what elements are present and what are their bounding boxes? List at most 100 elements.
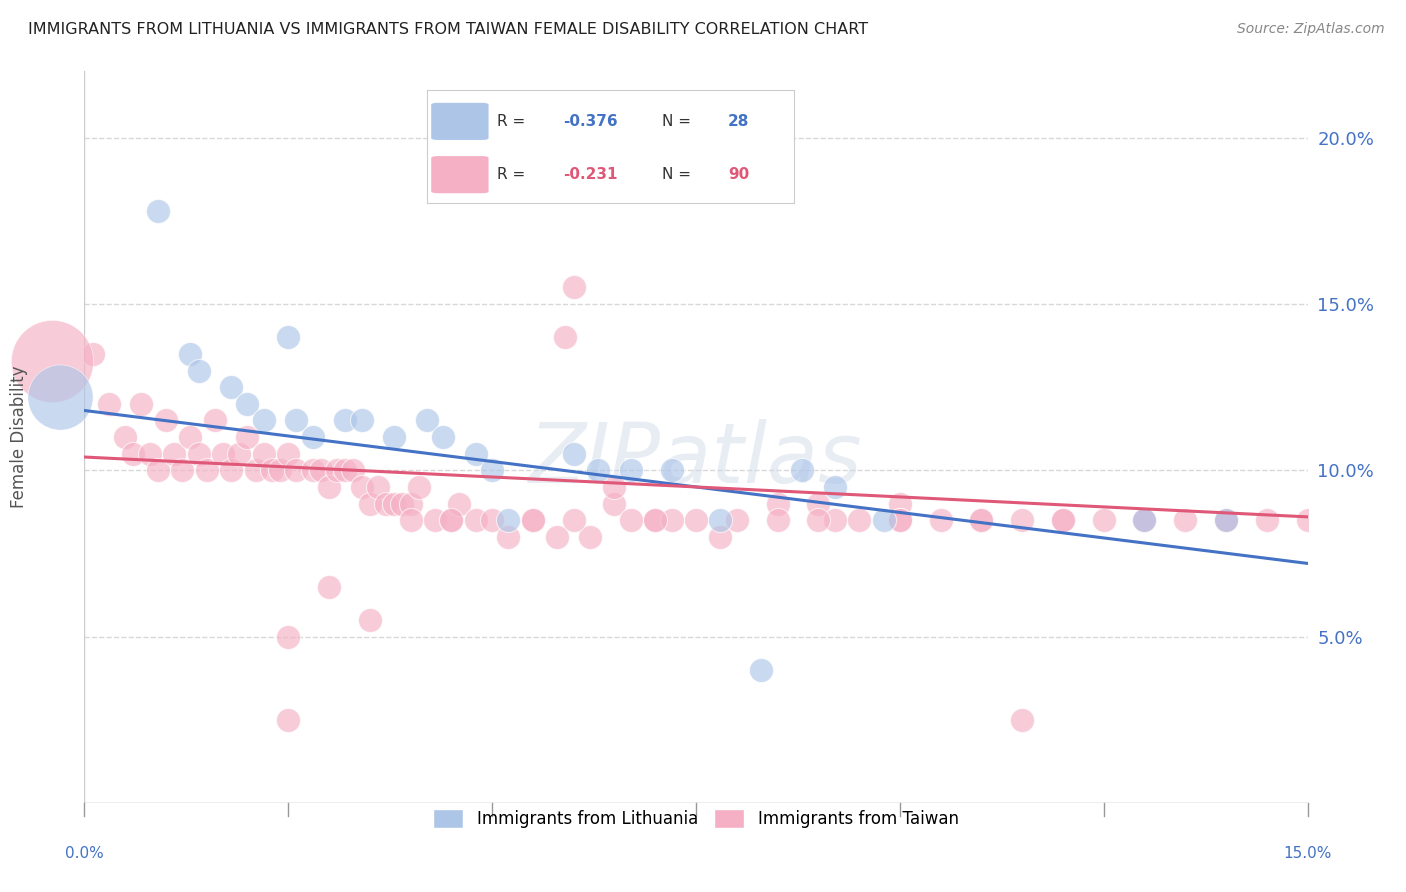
Point [889, 497, 911, 511]
Point [1174, 513, 1197, 527]
Point [644, 513, 666, 527]
Point [1215, 513, 1237, 527]
Point [49, 390, 72, 404]
Text: Female Disability: Female Disability [10, 366, 28, 508]
Point [481, 463, 503, 477]
Point [131, 397, 153, 411]
Point [432, 430, 454, 444]
Point [1215, 513, 1237, 527]
Point [661, 463, 683, 477]
Point [709, 513, 731, 527]
Point [554, 330, 576, 344]
Point [807, 497, 830, 511]
Point [586, 463, 609, 477]
Point [277, 713, 299, 727]
Point [824, 513, 846, 527]
Point [1011, 713, 1033, 727]
Point [187, 447, 209, 461]
Point [481, 513, 503, 527]
Point [122, 447, 145, 461]
Point [326, 463, 349, 477]
Point [391, 497, 413, 511]
Point [1215, 513, 1237, 527]
Text: Source: ZipAtlas.com: Source: ZipAtlas.com [1237, 22, 1385, 37]
Point [382, 430, 405, 444]
Text: 0.0%: 0.0% [65, 846, 104, 861]
Point [277, 447, 299, 461]
Point [1052, 513, 1074, 527]
Point [1011, 513, 1033, 527]
Point [335, 463, 357, 477]
Point [195, 463, 218, 477]
Point [260, 463, 283, 477]
Point [359, 497, 381, 511]
Point [236, 430, 259, 444]
Point [1296, 513, 1319, 527]
Point [228, 447, 250, 461]
Point [522, 513, 544, 527]
Point [644, 513, 666, 527]
Point [824, 480, 846, 494]
Point [269, 463, 291, 477]
Point [114, 430, 136, 444]
Point [522, 513, 544, 527]
Point [399, 497, 422, 511]
Point [179, 430, 201, 444]
Point [204, 413, 226, 427]
Point [464, 447, 486, 461]
Point [709, 530, 731, 544]
Point [301, 463, 323, 477]
Point [277, 630, 299, 644]
Point [399, 513, 422, 527]
Point [342, 463, 364, 477]
Point [350, 413, 373, 427]
Point [416, 413, 439, 427]
Point [449, 497, 471, 511]
Point [685, 513, 707, 527]
Point [367, 480, 389, 494]
Point [335, 413, 357, 427]
Point [848, 513, 870, 527]
Point [970, 513, 993, 527]
Point [790, 463, 813, 477]
Point [375, 497, 398, 511]
Point [464, 513, 486, 527]
Point [219, 380, 242, 394]
Point [766, 513, 789, 527]
Text: ZIPatlas: ZIPatlas [529, 418, 863, 500]
Point [1256, 513, 1278, 527]
Point [212, 447, 235, 461]
Point [562, 513, 585, 527]
Point [562, 447, 585, 461]
Point [603, 497, 626, 511]
Point [1133, 513, 1156, 527]
Point [236, 397, 259, 411]
Point [1092, 513, 1115, 527]
Point [179, 347, 201, 361]
Point [82, 347, 104, 361]
Point [253, 413, 276, 427]
Point [620, 513, 643, 527]
Point [309, 463, 332, 477]
Point [408, 480, 430, 494]
Point [253, 447, 276, 461]
Point [359, 613, 381, 627]
Point [155, 413, 177, 427]
Point [546, 530, 568, 544]
Point [41, 353, 63, 368]
Point [929, 513, 952, 527]
Point [187, 363, 209, 377]
Point [661, 513, 683, 527]
Point [146, 463, 169, 477]
Point [766, 497, 789, 511]
Point [872, 513, 894, 527]
Point [562, 280, 585, 294]
Point [725, 513, 748, 527]
Legend: Immigrants from Lithuania, Immigrants from Taiwan: Immigrants from Lithuania, Immigrants fr… [426, 802, 966, 835]
Point [97, 397, 120, 411]
Point [749, 663, 772, 677]
Point [498, 530, 520, 544]
Point [138, 447, 160, 461]
Point [970, 513, 993, 527]
Text: IMMIGRANTS FROM LITHUANIA VS IMMIGRANTS FROM TAIWAN FEMALE DISABILITY CORRELATIO: IMMIGRANTS FROM LITHUANIA VS IMMIGRANTS … [28, 22, 869, 37]
